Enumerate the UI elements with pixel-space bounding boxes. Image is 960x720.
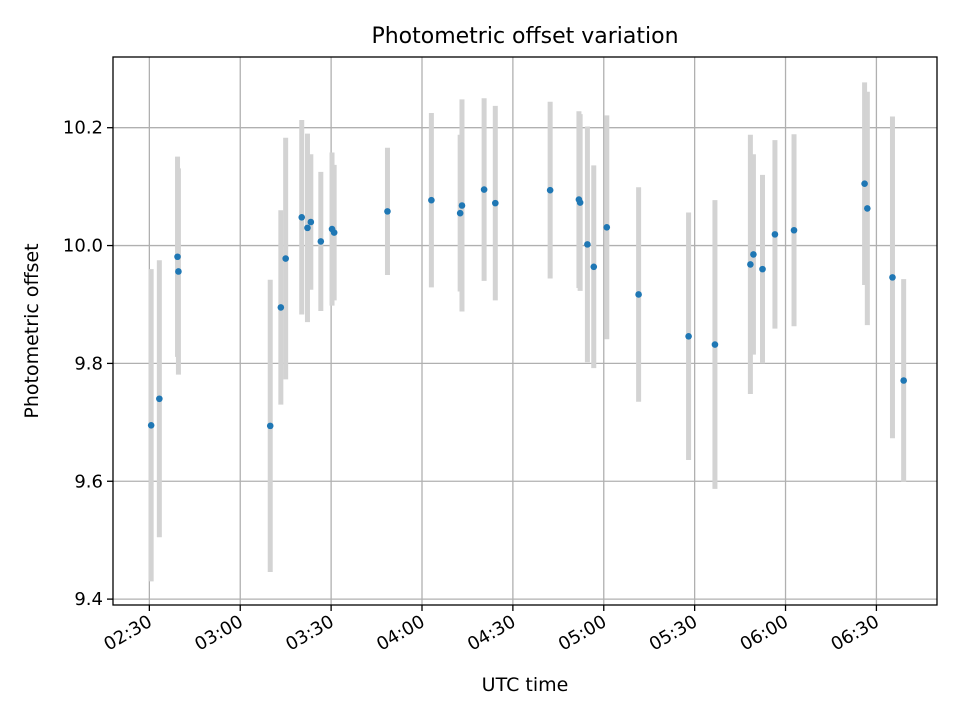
y-axis-label: Photometric offset [21, 243, 43, 418]
data-point [759, 265, 766, 273]
data-point [861, 180, 868, 187]
data-point [900, 377, 907, 384]
y-tick-label: 10.2 [63, 118, 103, 139]
data-point [492, 199, 499, 207]
y-tick-label: 9.4 [74, 589, 103, 610]
chart-title: Photometric offset variation [371, 24, 678, 49]
data-point [711, 341, 719, 348]
plot-frame [112, 56, 938, 606]
y-tick-label: 10.0 [63, 236, 103, 257]
data-point [174, 253, 181, 261]
data-point [304, 224, 311, 232]
data-point [317, 238, 325, 245]
data-point [771, 231, 779, 238]
data-point [603, 223, 611, 231]
y-tick-label: 9.6 [74, 471, 103, 492]
data-point [384, 208, 391, 215]
data-point [480, 186, 488, 193]
data-point [428, 196, 435, 204]
data-point [685, 333, 692, 340]
data-point [282, 255, 289, 262]
point-layer [147, 180, 907, 430]
data-point [298, 213, 306, 221]
data-point [864, 205, 871, 212]
data-point [889, 274, 896, 281]
grid-layer [113, 57, 937, 605]
data-point [277, 304, 285, 311]
data-point [747, 261, 754, 268]
data-point [175, 268, 182, 275]
data-point [790, 226, 798, 234]
data-point [307, 218, 315, 226]
data-point [750, 251, 757, 258]
data-point [584, 241, 591, 248]
data-point [330, 229, 338, 236]
data-point [266, 422, 274, 430]
x-axis-label: UTC time [482, 674, 569, 696]
data-point [458, 202, 466, 209]
data-point [590, 263, 598, 271]
data-point [156, 395, 163, 403]
y-tick-label: 9.8 [74, 353, 103, 374]
data-point [456, 209, 464, 217]
data-point [635, 291, 642, 298]
data-point [546, 186, 554, 194]
data-point [147, 421, 155, 429]
data-point [576, 199, 584, 206]
